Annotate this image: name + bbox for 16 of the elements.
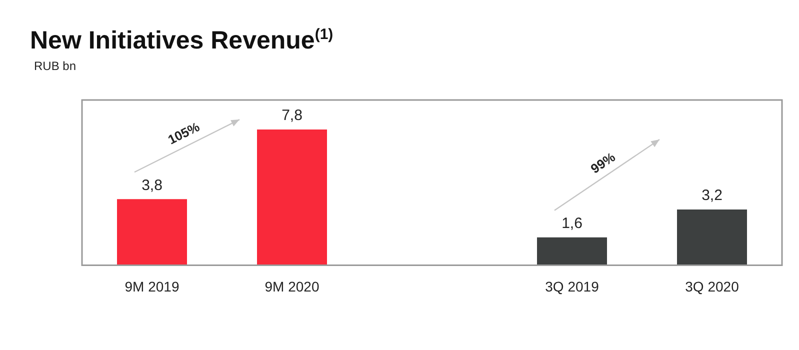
data-label: 7,8 (282, 107, 302, 124)
data-label: 1,6 (562, 215, 582, 232)
annotation: 99% (588, 149, 618, 176)
bar (537, 237, 607, 266)
bar (117, 199, 187, 266)
chart-title: New Initiatives Revenue$^{(1)}$ (30, 26, 334, 56)
bar (677, 210, 747, 266)
x-tick-label: 3Q 2020 (685, 278, 740, 294)
x-tick-label: 3Q 2019 (545, 278, 600, 294)
data-label: 3,8 (142, 176, 162, 194)
data-label: 3,2 (702, 187, 722, 204)
annotation: 105% (165, 118, 202, 148)
bar (257, 130, 327, 266)
y-axis-title: RUB bn (34, 59, 76, 73)
x-tick-label: 9M 2020 (264, 278, 320, 294)
x-tick-label: 9M 2019 (124, 278, 180, 294)
